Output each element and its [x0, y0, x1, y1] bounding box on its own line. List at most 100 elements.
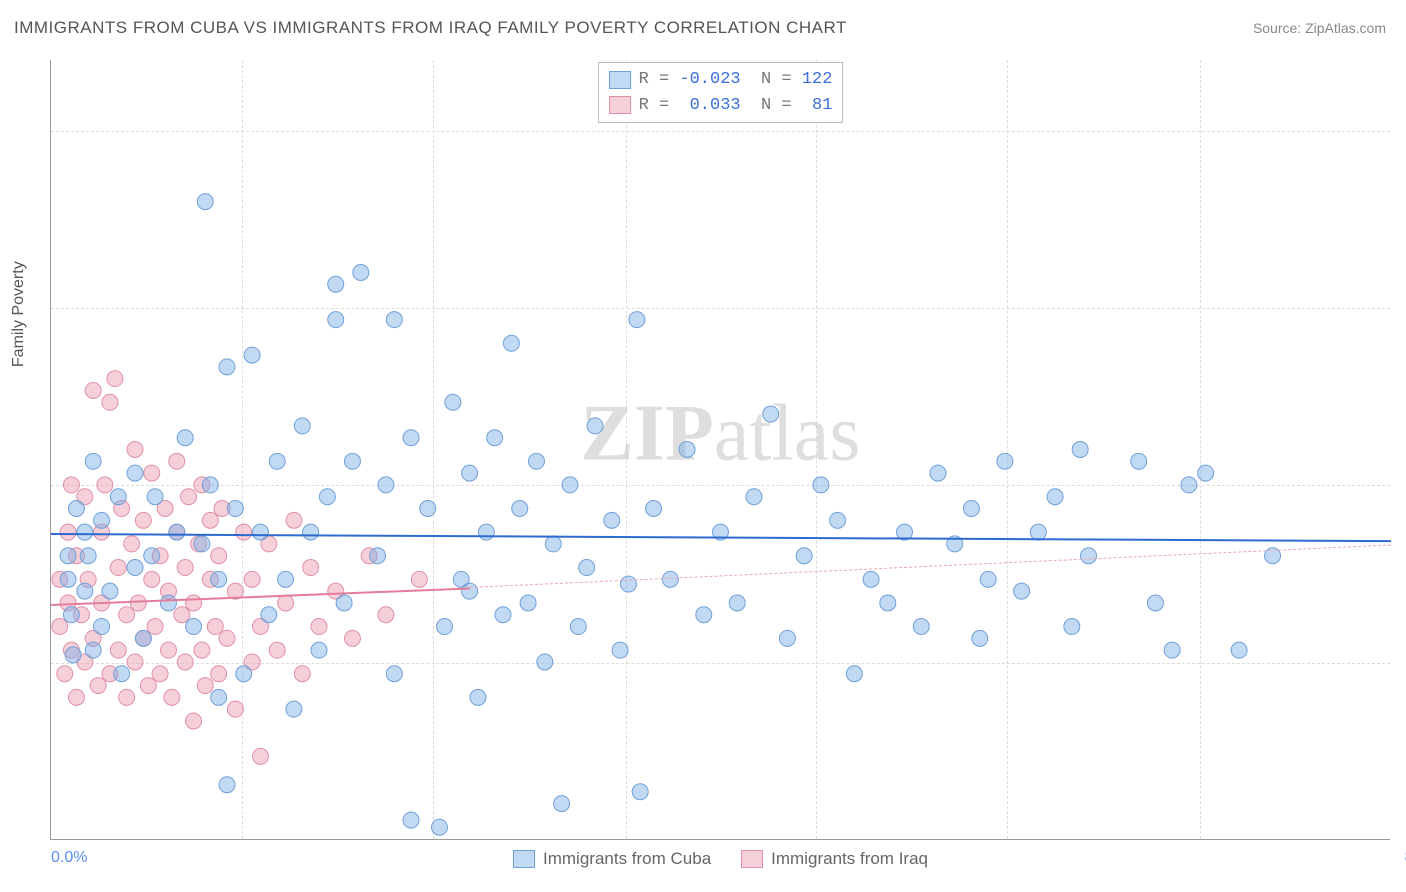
point-cuba	[94, 619, 110, 635]
point-cuba	[520, 595, 536, 611]
gridline-h	[51, 663, 1390, 664]
point-iraq	[177, 560, 193, 576]
series-legend-label: Immigrants from Cuba	[543, 849, 711, 869]
point-cuba	[94, 512, 110, 528]
point-cuba	[587, 418, 603, 434]
point-cuba	[319, 489, 335, 505]
legend-swatch-blue	[609, 71, 631, 89]
point-cuba	[679, 442, 695, 458]
point-iraq	[294, 666, 310, 682]
point-cuba	[1072, 442, 1088, 458]
point-iraq	[207, 619, 223, 635]
point-cuba	[77, 583, 93, 599]
point-cuba	[403, 430, 419, 446]
point-iraq	[328, 583, 344, 599]
point-iraq	[252, 748, 268, 764]
gridline-v	[242, 60, 243, 839]
point-iraq	[85, 630, 101, 646]
legend-swatch-blue	[513, 850, 535, 868]
gridline-v	[433, 60, 434, 839]
point-iraq	[157, 501, 173, 517]
gridline-h	[51, 308, 1390, 309]
point-cuba	[60, 548, 76, 564]
point-iraq	[144, 465, 160, 481]
point-cuba	[65, 647, 81, 663]
point-cuba	[545, 536, 561, 552]
gridline-v	[1200, 60, 1201, 839]
point-cuba	[144, 548, 160, 564]
point-cuba	[244, 347, 260, 363]
point-iraq	[77, 489, 93, 505]
point-cuba	[746, 489, 762, 505]
legend-swatch-pink	[741, 850, 763, 868]
point-cuba	[1164, 642, 1180, 658]
gridline-v	[626, 60, 627, 839]
n-label: N =	[741, 70, 802, 89]
point-iraq	[160, 583, 176, 599]
watermark-bold: ZIP	[581, 389, 714, 477]
point-cuba	[646, 501, 662, 517]
point-cuba	[445, 394, 461, 410]
point-cuba	[453, 571, 469, 587]
source-prefix: Source:	[1253, 20, 1305, 36]
point-iraq	[411, 571, 427, 587]
plot-area: ZIPatlas R = -0.023 N = 122R = 0.033 N =…	[50, 60, 1390, 840]
point-cuba	[286, 701, 302, 717]
point-iraq	[119, 607, 135, 623]
point-iraq	[135, 630, 151, 646]
gridline-v	[1007, 60, 1008, 839]
point-cuba	[186, 619, 202, 635]
point-cuba	[930, 465, 946, 481]
point-iraq	[186, 713, 202, 729]
point-iraq	[119, 689, 135, 705]
point-cuba	[353, 264, 369, 280]
point-cuba	[194, 536, 210, 552]
point-cuba	[1147, 595, 1163, 611]
point-iraq	[169, 453, 185, 469]
point-iraq	[80, 571, 96, 587]
source-attribution: Source: ZipAtlas.com	[1253, 20, 1386, 36]
point-iraq	[110, 642, 126, 658]
point-cuba	[863, 571, 879, 587]
point-cuba	[1131, 453, 1147, 469]
point-cuba	[503, 335, 519, 351]
point-cuba	[386, 666, 402, 682]
point-cuba	[114, 666, 130, 682]
point-cuba	[328, 276, 344, 292]
point-cuba	[763, 406, 779, 422]
point-cuba	[160, 595, 176, 611]
correlation-legend: R = -0.023 N = 122R = 0.033 N = 81	[598, 62, 844, 123]
point-iraq	[160, 642, 176, 658]
point-iraq	[197, 678, 213, 694]
point-cuba	[261, 607, 277, 623]
source-name: ZipAtlas.com	[1305, 20, 1386, 36]
point-iraq	[214, 501, 230, 517]
point-cuba	[197, 194, 213, 210]
point-cuba	[880, 595, 896, 611]
point-iraq	[114, 501, 130, 517]
point-iraq	[73, 607, 89, 623]
point-cuba	[219, 777, 235, 793]
point-iraq	[135, 512, 151, 528]
point-iraq	[164, 689, 180, 705]
point-iraq	[286, 512, 302, 528]
point-iraq	[194, 642, 210, 658]
point-iraq	[244, 571, 260, 587]
point-cuba	[127, 465, 143, 481]
point-cuba	[85, 453, 101, 469]
series-legend-item: Immigrants from Cuba	[513, 849, 711, 869]
n-value: 81	[802, 96, 833, 115]
point-cuba	[512, 501, 528, 517]
point-cuba	[779, 630, 795, 646]
point-iraq	[311, 619, 327, 635]
point-cuba	[629, 312, 645, 328]
gridline-v	[816, 60, 817, 839]
point-cuba	[1081, 548, 1097, 564]
point-iraq	[152, 548, 168, 564]
point-cuba	[370, 548, 386, 564]
point-iraq	[130, 595, 146, 611]
correlation-legend-row: R = -0.023 N = 122	[609, 67, 833, 93]
point-cuba	[102, 583, 118, 599]
point-iraq	[181, 489, 197, 505]
gridline-h	[51, 131, 1390, 132]
